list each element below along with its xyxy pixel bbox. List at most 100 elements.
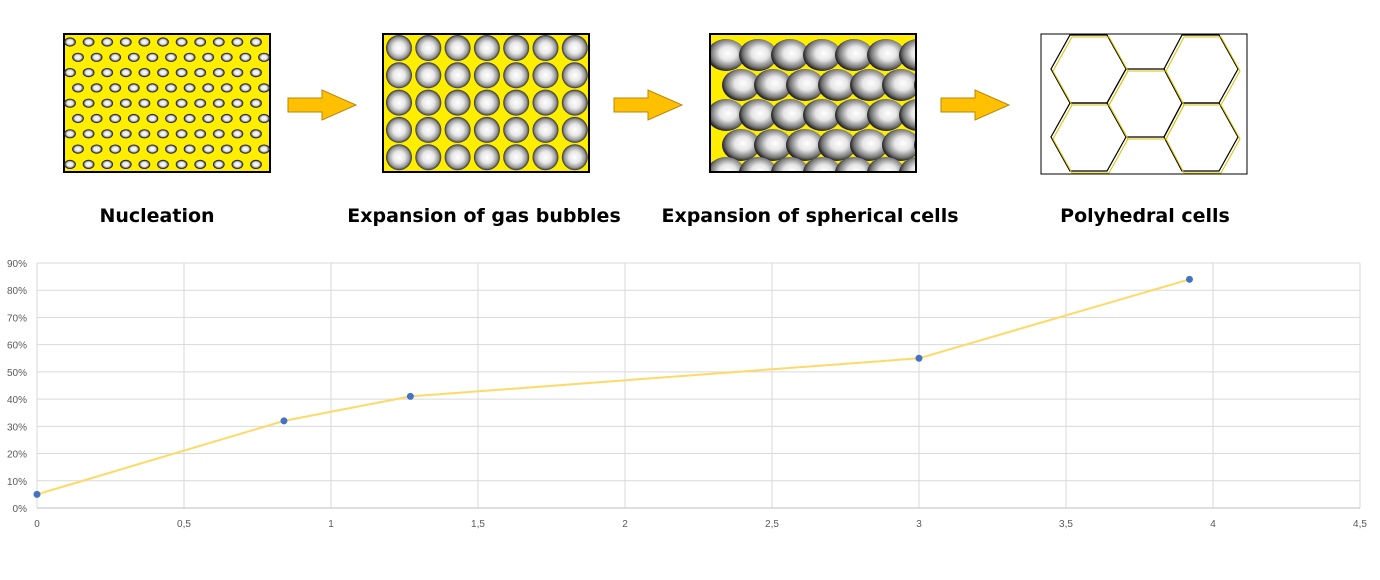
gas-bubble <box>503 116 530 143</box>
spherical-cell <box>722 69 760 101</box>
series-line <box>36 278 1190 496</box>
nucleus-dot <box>109 144 122 154</box>
spherical-cell <box>835 99 873 131</box>
nucleus-dot <box>109 83 122 93</box>
nucleus-dot <box>138 98 151 108</box>
gas-bubble <box>473 35 500 61</box>
gas-bubbles-diagram <box>382 33 590 173</box>
spherical-cell <box>786 129 824 161</box>
spherical-cell <box>835 39 873 71</box>
stage-label-gas-bubbles: Expansion of gas bubbles <box>347 205 621 227</box>
spherical-cell <box>710 157 745 172</box>
nucleus-dot <box>72 113 84 124</box>
nucleus-dot <box>101 37 114 47</box>
gas-bubble <box>561 144 588 171</box>
nucleus-dot <box>119 37 132 47</box>
nucleus-dot <box>231 67 244 78</box>
gas-bubble <box>386 116 412 143</box>
nucleus-dot <box>231 37 244 47</box>
gas-bubble <box>503 144 530 171</box>
gas-bubble <box>444 89 471 116</box>
spherical-cell <box>899 99 916 131</box>
nucleus-dot <box>220 144 233 154</box>
gas-bubble <box>532 116 559 143</box>
nucleus-dot <box>231 129 244 139</box>
nucleus-dot <box>258 52 270 62</box>
data-point <box>1185 275 1193 283</box>
y-tick-label: 10% <box>7 477 27 488</box>
nucleus-dot <box>250 37 262 47</box>
nucleus-dot <box>90 52 103 62</box>
stage-label-nucleation: Nucleation <box>99 205 215 227</box>
nucleus-dot <box>138 37 151 47</box>
nucleus-dot <box>72 144 84 154</box>
nucleus-dot <box>82 37 95 47</box>
x-tick-label: 0 <box>34 519 40 530</box>
spherical-cell <box>771 39 809 71</box>
spherical-cell <box>803 99 841 131</box>
x-tick-label: 3,5 <box>1059 519 1073 530</box>
gas-bubble <box>386 89 412 116</box>
line-chart: 0% 10% 20% 30% 40% 50% 60% 70% 80% 90% 0 0,5 1 1,5 2 2… <box>7 259 1367 530</box>
nucleus-dot <box>202 52 215 62</box>
nucleus-dot <box>146 113 159 124</box>
nucleus-dot <box>64 67 76 78</box>
gas-bubble <box>473 116 500 143</box>
y-tick-label: 30% <box>7 422 27 433</box>
nucleus-dot <box>194 67 207 78</box>
nucleus-dot <box>194 129 207 139</box>
gas-bubble <box>415 35 442 61</box>
spherical-cell <box>739 157 777 172</box>
nucleus-dot <box>202 144 215 154</box>
nucleus-dot <box>127 52 140 62</box>
spherical-cell <box>722 129 760 161</box>
nucleus-dot <box>165 144 177 154</box>
spherical-cells-diagram <box>709 33 917 173</box>
x-tick-label: 3 <box>916 519 922 530</box>
nucleus-dot <box>90 144 103 154</box>
gas-bubble <box>561 62 588 89</box>
spherical-cell <box>818 69 856 101</box>
nucleus-dot <box>157 159 169 169</box>
gas-bubble <box>503 35 530 61</box>
gas-bubble <box>473 89 500 116</box>
nucleus-dot <box>82 67 95 78</box>
nucleus-dot <box>127 144 140 154</box>
nucleus-dot <box>138 159 151 169</box>
y-tick-label: 70% <box>7 313 27 324</box>
data-point <box>33 490 41 498</box>
nucleus-dot <box>220 52 233 62</box>
spherical-cell <box>754 129 792 161</box>
gas-bubble <box>503 62 530 89</box>
nucleus-dot <box>82 159 95 169</box>
nucleus-dot <box>258 83 270 93</box>
spherical-cell <box>739 39 777 71</box>
spherical-cell <box>867 157 905 172</box>
nucleus-dot <box>64 159 76 169</box>
spherical-cell <box>882 129 916 161</box>
nucleus-dot <box>175 129 188 139</box>
nucleus-dot <box>157 37 169 47</box>
x-tick-label: 1 <box>328 519 334 530</box>
nucleus-dot <box>212 67 225 78</box>
nucleus-dot <box>146 52 159 62</box>
arrow-right-icon <box>287 89 358 121</box>
nucleus-dot <box>101 98 114 108</box>
nucleus-dot <box>175 98 188 108</box>
spherical-cell <box>786 69 824 101</box>
nucleus-dot <box>239 52 252 62</box>
spherical-cell <box>803 39 841 71</box>
x-tick-label: 4 <box>1210 519 1216 530</box>
nucleus-dot <box>157 67 169 78</box>
nucleus-dot <box>64 37 76 47</box>
nucleus-dot <box>212 37 225 47</box>
spherical-cell <box>710 99 745 131</box>
spherical-cell <box>818 129 856 161</box>
nucleus-dot <box>250 159 262 169</box>
y-tick-label: 0% <box>13 504 28 515</box>
gas-bubble <box>532 144 559 171</box>
polyhedral-cells-diagram <box>1040 33 1248 175</box>
spherical-cell <box>771 99 809 131</box>
x-tick-label: 2 <box>622 519 628 530</box>
spherical-cell <box>867 99 905 131</box>
